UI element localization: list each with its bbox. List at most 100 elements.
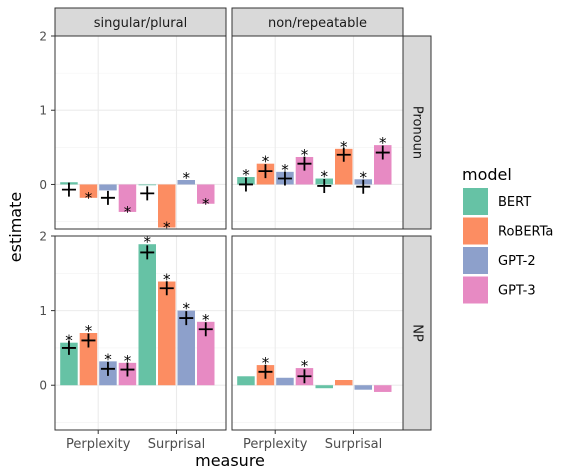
bar-gpt-2-perplexity (99, 184, 117, 191)
estimate-marker-roberta-perplexity (258, 364, 273, 379)
estimate-marker-gpt-2-perplexity (277, 171, 292, 186)
bar-gpt-3-perplexity (118, 184, 137, 212)
legend-label: BERT (498, 195, 531, 210)
bar-roberta-perplexity (79, 184, 98, 198)
x-tick-label: Surprisal (148, 437, 205, 452)
panel-singular-plural-pronoun: * * * * * (54, 35, 227, 237)
legend-swatch (463, 217, 488, 245)
estimate-marker-roberta-surprisal (336, 147, 351, 162)
panel-singular-plural-np: * * * * * * * * (54, 233, 227, 431)
bar-gpt-3-surprisal (197, 321, 215, 386)
y-tick-label: 0 (39, 379, 47, 393)
row-strip-pronoun: Pronoun (402, 35, 432, 230)
significance-label-roberta-surprisal: * (163, 271, 171, 289)
y-tick-label: 1 (39, 304, 47, 318)
legend-entry-gpt-2: GPT-2 (463, 247, 536, 274)
significance-label-gpt-3-surprisal: * (202, 195, 210, 213)
y-tick-label: 2 (39, 230, 47, 244)
estimate-marker-gpt-3-surprisal (375, 145, 390, 160)
estimate-marker-gpt-3-perplexity (297, 156, 312, 171)
bar-roberta-perplexity (79, 333, 98, 386)
significance-label-gpt-2-surprisal: * (183, 169, 191, 187)
x-tick-label: Perplexity (66, 437, 131, 452)
y-tick-label: 1 (39, 104, 47, 118)
bar-gpt-2-surprisal (177, 310, 195, 386)
significance-label-bert-perplexity: * (242, 166, 250, 184)
legend-swatch (463, 188, 488, 215)
row-strip-np: NP (402, 235, 432, 431)
estimate-marker-gpt-2-perplexity (100, 361, 115, 376)
significance-label-roberta-perplexity: * (262, 153, 270, 171)
panel-non-repeatable-pronoun: * * * * * * * * (231, 35, 404, 230)
column-strip-label: singular/plural (94, 16, 187, 31)
bar-roberta-surprisal (158, 281, 176, 386)
significance-label-roberta-surprisal: * (340, 138, 348, 156)
legend-swatch (463, 276, 488, 304)
significance-label-gpt-3-perplexity: * (124, 352, 132, 370)
significance-label-bert-perplexity: * (65, 332, 73, 350)
estimate-marker-gpt-3-surprisal (198, 322, 213, 337)
y-tick-label: 2 (39, 30, 47, 44)
bar-gpt-2-surprisal (354, 385, 372, 390)
significance-label-roberta-perplexity: * (85, 322, 93, 340)
legend-entry-gpt-3: GPT-3 (463, 276, 536, 304)
estimate-marker-gpt-3-perplexity (297, 369, 312, 384)
bar-roberta-surprisal (335, 380, 353, 386)
estimate-marker-bert-perplexity (61, 182, 76, 197)
row-strip-label: NP (410, 324, 425, 342)
estimate-marker-gpt-2-surprisal (356, 179, 371, 194)
significance-label-bert-surprisal: * (321, 168, 329, 186)
estimate-marker-gpt-2-perplexity (100, 190, 115, 205)
significance-label-gpt-3-surprisal: * (379, 134, 387, 152)
column-strip-non-repeatable: non/repeatable (231, 7, 404, 37)
bar-gpt-3-surprisal (374, 385, 392, 392)
estimate-marker-bert-perplexity (238, 177, 253, 192)
estimate-marker-roberta-surprisal (159, 281, 174, 296)
bar-gpt-3-surprisal (197, 184, 215, 204)
significance-label-gpt-2-surprisal: * (360, 168, 368, 186)
strip-background (402, 235, 432, 431)
legend-label: GPT-2 (498, 254, 536, 269)
strip-background (402, 35, 432, 230)
significance-label-roberta-surprisal: * (163, 219, 171, 237)
significance-label-roberta-perplexity: * (85, 189, 93, 207)
legend-label: GPT-3 (498, 284, 536, 299)
bar-gpt-2-surprisal (177, 180, 195, 185)
significance-label-gpt-3-perplexity: * (301, 357, 309, 375)
legend-entry-roberta: RoBERTa (463, 217, 553, 245)
y-axes: 0 1 2 0 1 2 (39, 30, 55, 393)
estimate-marker-roberta-perplexity (258, 164, 273, 179)
bar-bert-surprisal (138, 184, 156, 186)
column-strip-singular-plural: singular/plural (54, 7, 227, 37)
row-strips: Pronoun NP (402, 35, 432, 431)
estimate-marker-gpt-3-perplexity (120, 362, 135, 377)
column-strips: singular/plural non/repeatable (54, 7, 404, 37)
x-axes: Perplexity Surprisal Perplexity Surprisal (66, 430, 382, 452)
significance-label-roberta-perplexity: * (262, 354, 270, 372)
column-strip-label: non/repeatable (268, 16, 367, 31)
strip-background (54, 7, 227, 37)
bar-roberta-surprisal (335, 148, 353, 185)
row-strip-label: Pronoun (410, 106, 425, 159)
estimate-marker-roberta-perplexity (81, 333, 96, 348)
y-tick-label: 0 (39, 178, 47, 192)
panel-background (232, 36, 403, 229)
legend-swatch (463, 247, 488, 274)
bar-gpt-3-surprisal (374, 145, 392, 185)
bar-bert-surprisal (138, 244, 156, 386)
significance-label-gpt-3-surprisal: * (202, 311, 210, 329)
estimate-marker-gpt-2-surprisal (179, 311, 194, 326)
significance-label-bert-surprisal: * (144, 233, 152, 251)
legend: model BERT RoBERTa GPT-2 GPT-3 (462, 165, 553, 304)
estimate-marker-bert-surprisal (317, 178, 332, 193)
bar-roberta-surprisal (158, 184, 176, 228)
estimate-marker-bert-perplexity (61, 340, 76, 355)
estimate-marker-bert-surprisal (140, 245, 155, 260)
bar-bert-surprisal (315, 385, 333, 389)
legend-title: model (462, 165, 512, 184)
legend-entry-bert: BERT (463, 188, 531, 215)
estimate-marker-bert-surprisal (140, 186, 155, 201)
panel-background (232, 236, 403, 430)
y-axis-label: estimate (6, 192, 25, 262)
